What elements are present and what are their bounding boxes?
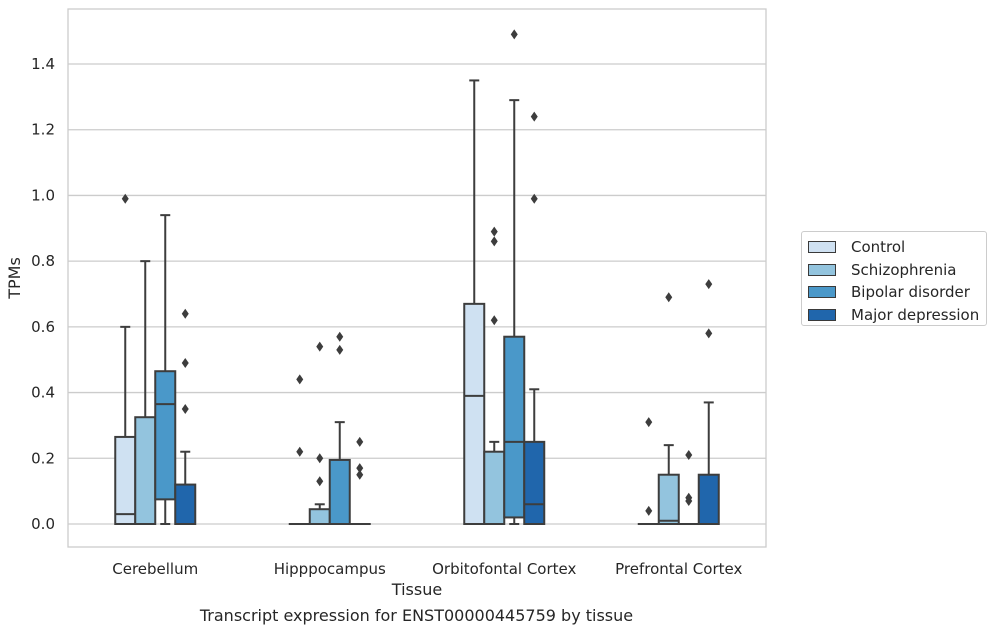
outlier-point (296, 446, 304, 457)
box-schizophrenia (308, 341, 331, 526)
box-iqr (114, 435, 137, 525)
y-tick-label: 0.8 (31, 252, 55, 270)
outlier-point (685, 492, 693, 503)
legend-label-control: Control (851, 238, 906, 257)
legend-item-control: Control (808, 236, 986, 259)
outlier-point (316, 453, 324, 464)
outlier-point (530, 193, 538, 204)
outlier-point (316, 476, 324, 487)
outlier-point (336, 331, 344, 342)
box-major-depression (174, 308, 197, 526)
box-major-depression (348, 436, 371, 526)
y-tick-label: 0.6 (31, 318, 55, 336)
outlier-point (490, 226, 498, 237)
legend-swatch-control (808, 241, 836, 254)
outlier-point (356, 463, 364, 474)
x-tick-label: Orbitofontal Cortex (432, 560, 576, 578)
outlier-point (121, 193, 129, 204)
outlier-point (645, 417, 653, 428)
box-plots (114, 29, 720, 526)
box-iqr (308, 508, 331, 526)
legend-swatch-bipolar-disorder (808, 286, 836, 299)
outlier-point (490, 236, 498, 247)
legend-item-major-depression: Major depression (808, 304, 986, 327)
legend-label-bipolar-disorder: Bipolar disorder (851, 283, 970, 302)
y-axis-label: TPMs (5, 257, 24, 300)
box-iqr (463, 302, 486, 525)
outlier-point (530, 111, 538, 122)
box-major-depression (697, 279, 720, 526)
x-tick-label: Cerebellum (112, 560, 198, 578)
box-schizophrenia (483, 226, 506, 526)
legend-label-major-depression: Major depression (851, 305, 980, 324)
x-tick-label: Hipppocampus (274, 560, 386, 578)
x-axis-label: Tissue (391, 580, 442, 599)
plot-area-frame (67, 8, 767, 548)
box-iqr (134, 416, 157, 526)
legend-swatch-schizophrenia (808, 263, 836, 276)
x-tick-label: Prefrontal Cortex (615, 560, 742, 578)
box-iqr (503, 335, 526, 519)
box-bipolar-disorder (328, 331, 351, 525)
box-iqr (697, 473, 720, 526)
box-bipolar-disorder (677, 450, 700, 526)
y-tick-label: 1.2 (31, 121, 55, 139)
outlier-point (181, 404, 189, 414)
outlier-point (316, 341, 324, 352)
outlier-point (356, 469, 364, 480)
box-bipolar-disorder (154, 214, 177, 525)
outlier-point (685, 450, 693, 460)
box-schizophrenia (657, 292, 680, 526)
y-tick-label: 0.2 (31, 449, 55, 467)
y-tick-label: 1.4 (31, 55, 55, 73)
box-iqr (483, 450, 506, 526)
outlier-point (181, 358, 189, 368)
outlier-point (705, 328, 713, 339)
outlier-point (296, 374, 304, 385)
outlier-point (665, 292, 673, 303)
box-iqr (154, 370, 177, 501)
box-iqr (328, 458, 351, 525)
box-major-depression (523, 111, 546, 526)
y-tick-label: 0.0 (31, 515, 55, 533)
outlier-point (510, 29, 518, 40)
legend-label-schizophrenia: Schizophrenia (851, 260, 957, 279)
box-iqr (657, 473, 680, 526)
legend-item-schizophrenia: Schizophrenia (808, 259, 986, 282)
legend-swatch-major-depression (808, 308, 836, 321)
outlier-point (181, 308, 189, 319)
box-bipolar-disorder (503, 29, 526, 525)
y-tick-labels: 0.0 0.2 0.4 0.6 0.8 1.0 1.2 1.4 (31, 55, 55, 533)
legend: Control Schizophrenia Bipolar disorder M… (801, 231, 987, 326)
outlier-point (705, 279, 713, 290)
box-control (114, 193, 137, 525)
outlier-point (490, 315, 498, 326)
legend-item-bipolar-disorder: Bipolar disorder (808, 281, 986, 304)
box-control (637, 417, 660, 526)
outlier-point (645, 505, 653, 516)
x-tick-labels: Cerebellum Hipppocampus Orbitofontal Corte… (112, 560, 742, 578)
outlier-point (336, 344, 344, 355)
figure-caption: Transcript expression for ENST0000044575… (199, 606, 634, 625)
box-iqr (174, 483, 197, 526)
box-control (288, 374, 311, 526)
y-tick-label: 0.4 (31, 384, 55, 402)
box-control (463, 79, 486, 525)
box-iqr (523, 440, 546, 526)
y-tick-label: 1.0 (31, 186, 55, 204)
outlier-point (356, 436, 364, 447)
